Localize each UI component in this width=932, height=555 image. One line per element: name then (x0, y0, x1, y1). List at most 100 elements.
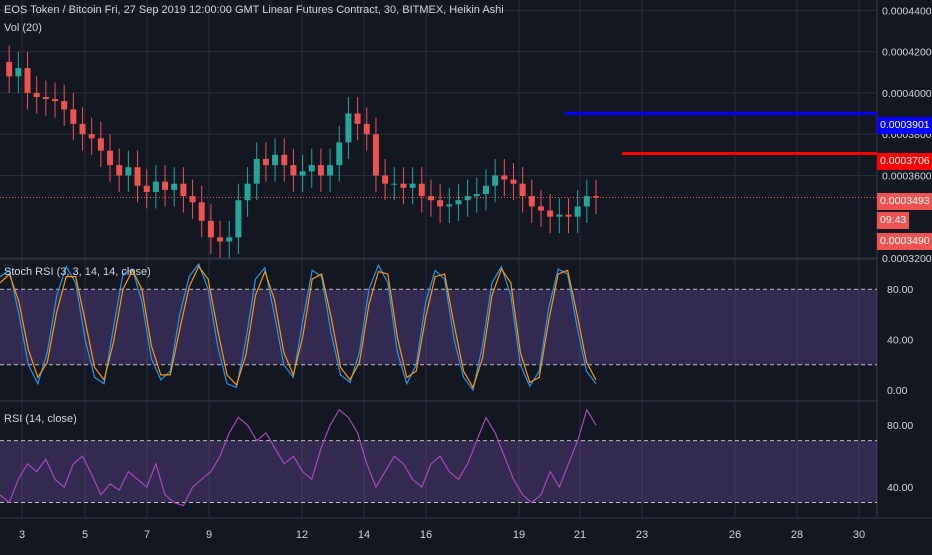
stoch-rsi-line (0, 262, 597, 392)
candle-body (116, 165, 123, 176)
candle-body (6, 61, 13, 77)
candle-body (207, 220, 214, 238)
candle-body (198, 202, 205, 221)
red-level-price-tag: 0.0003706 (877, 153, 932, 170)
candle-body (143, 185, 150, 192)
candle-body (336, 142, 343, 166)
y-tick-label: 0.0004400 (882, 5, 932, 17)
stoch-rsi-line (0, 265, 597, 389)
x-tick-label: 30 (853, 529, 865, 541)
rsi-y-tick-label: 40.00 (887, 482, 913, 494)
candle-body (547, 210, 554, 217)
candle-body (33, 92, 40, 98)
candle-body (88, 134, 95, 139)
x-tick-label: 26 (729, 529, 741, 541)
candle-body (24, 68, 31, 93)
x-tick-label: 19 (513, 529, 525, 541)
candle-body (593, 196, 599, 198)
candle-body (308, 165, 315, 172)
candle-body (382, 175, 389, 184)
stoch-rsi-band (0, 289, 877, 365)
x-tick-label: 7 (144, 529, 150, 541)
rsi-label[interactable]: RSI (14, close) (4, 413, 77, 425)
stoch-y-tick-label: 80.00 (887, 284, 913, 296)
stoch-rsi-label[interactable]: Stoch RSI (3, 3, 14, 14, close) (4, 266, 151, 278)
candle-body (226, 237, 233, 242)
candle-body (70, 109, 77, 124)
candle-body (354, 113, 361, 124)
x-tick-label: 23 (636, 529, 648, 541)
rsi-line (0, 408, 597, 507)
candle-body (189, 196, 196, 203)
candle-body (244, 183, 251, 201)
candle-body (217, 237, 224, 242)
blue-level-price-tag: 0.0003901 (877, 117, 932, 134)
candle-body (537, 206, 544, 211)
stoch-y-tick-label: 40.00 (887, 335, 913, 347)
candle-body (391, 183, 398, 185)
rsi-y-tick-label: 80.00 (887, 420, 913, 432)
x-tick-label: 28 (791, 529, 803, 541)
candle-body (482, 185, 489, 195)
candle-body (272, 154, 279, 166)
x-tick-label: 14 (358, 529, 370, 541)
bid-price-tag: 0.0003490 (877, 233, 932, 250)
candle-body (171, 183, 178, 190)
candle-body (473, 194, 480, 197)
countdown-tag: 09:43 (877, 212, 910, 229)
x-tick-label: 3 (19, 529, 25, 541)
candle-body (418, 183, 425, 197)
candle-body (52, 99, 59, 102)
candle-body (492, 175, 499, 186)
candle-body (97, 138, 104, 151)
last-price-tag: 0.0003493 (877, 193, 932, 210)
symbol-title: EOS Token / Bitcoin Fri, 27 Sep 2019 12:… (4, 4, 504, 16)
volume-indicator-label[interactable]: Vol (20) (4, 22, 42, 34)
candle-body (528, 196, 535, 207)
candle-body (262, 158, 269, 166)
x-tick-label: 21 (574, 529, 586, 541)
candle-body (372, 134, 379, 176)
candle-body (363, 123, 370, 135)
candle-body (327, 165, 334, 176)
candle-body (253, 158, 260, 184)
y-tick-label: 0.0003600 (882, 170, 932, 182)
candle-body (464, 196, 471, 201)
candle-body (15, 68, 22, 77)
candle-body (345, 113, 352, 143)
y-tick-label: 0.0004000 (882, 88, 932, 100)
candle-body (409, 183, 416, 188)
candle-body (427, 196, 434, 201)
y-tick-label: 0.0003200 (882, 253, 932, 265)
x-tick-label: 12 (296, 529, 308, 541)
x-tick-label: 9 (206, 529, 212, 541)
candle-body (152, 181, 159, 192)
candle-body (61, 101, 68, 110)
candle-body (519, 183, 526, 197)
candle-body (299, 171, 306, 176)
candle-body (107, 150, 114, 166)
candle-body (79, 123, 86, 135)
x-tick-label: 16 (420, 529, 432, 541)
candle-body (180, 183, 187, 197)
candle-body (556, 214, 563, 217)
candle-body (235, 200, 242, 238)
candle-body (455, 200, 462, 205)
candle-body (583, 196, 590, 207)
rsi-band (0, 440, 877, 503)
y-tick-label: 0.0004200 (882, 47, 932, 59)
candle-body (134, 167, 141, 186)
candle-body (437, 200, 444, 207)
candle-body (281, 154, 288, 166)
stoch-y-tick-label: 0.00 (887, 385, 908, 397)
x-tick-label: 5 (82, 529, 88, 541)
candle-body (446, 204, 453, 207)
candle-body (162, 181, 169, 190)
candle-body (125, 167, 132, 176)
candle-body (501, 175, 508, 180)
candle-body (317, 165, 324, 176)
candle-body (290, 165, 297, 176)
